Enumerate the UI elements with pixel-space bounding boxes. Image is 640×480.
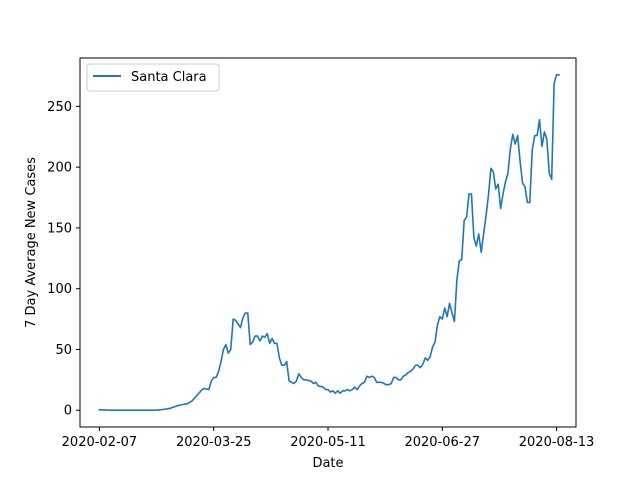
y-tick-label: 150 [47, 221, 72, 236]
x-tick-label: 2020-06-27 [404, 435, 480, 450]
x-tick-label: 2020-03-25 [176, 435, 252, 450]
y-axis-label: 7 Day Average New Cases [24, 157, 39, 328]
y-axis-ticks: 0 50 100 150 200 250 [47, 100, 80, 419]
x-axis-ticks: 2020-02-07 2020-03-25 2020-05-11 2020-06-27… [62, 427, 595, 450]
x-tick-label: 2020-08-13 [519, 435, 595, 450]
x-tick-label: 2020-05-11 [290, 435, 366, 450]
y-tick-label: 250 [47, 100, 72, 115]
series-line [98, 73, 560, 412]
y-tick-label: 50 [55, 343, 72, 358]
legend: Santa Clara [86, 63, 220, 92]
axes-frame [79, 57, 577, 428]
y-tick-label: 0 [64, 404, 72, 419]
plot-area [98, 73, 560, 412]
legend-label: Santa Clara [131, 70, 207, 85]
x-axis-label: Date [312, 456, 343, 471]
y-tick-label: 100 [47, 282, 72, 297]
legend-box [86, 63, 220, 92]
y-tick-label: 200 [47, 161, 72, 176]
x-tick-label: 2020-02-07 [62, 435, 138, 450]
